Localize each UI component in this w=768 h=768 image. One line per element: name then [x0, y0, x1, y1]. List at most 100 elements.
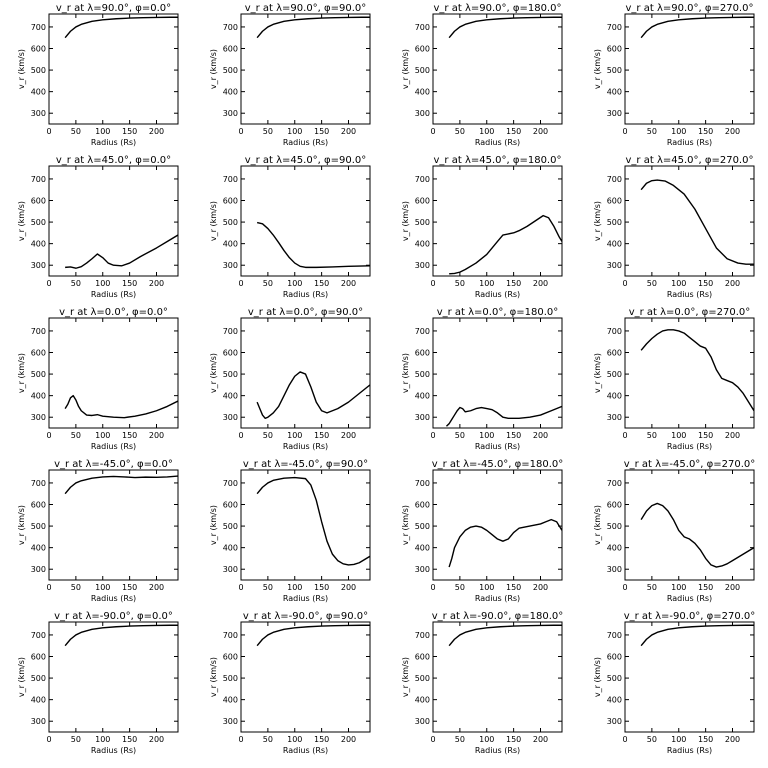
- x-tick-label: 200: [725, 735, 740, 744]
- y-axis-label: v_r (km/s): [209, 657, 218, 697]
- series-line-0: [64, 16, 178, 39]
- subplot-1: v_r at λ=90.0°, φ=90.0° 0 50 100 150 200 300 40…: [209, 3, 371, 147]
- series-line-0: [640, 624, 754, 647]
- subplot-title: v_r at λ=90.0°, φ=0.0°: [56, 3, 171, 14]
- x-tick-label: 100: [671, 735, 686, 744]
- y-tick-label: 400: [223, 240, 238, 249]
- subplot-7: v_r at λ=45.0°, φ=270.0° 0 50 100 150 200 300 4…: [593, 155, 755, 299]
- y-tick-label: 500: [223, 66, 238, 75]
- y-axis-label: v_r (km/s): [17, 49, 26, 89]
- x-tick-label: 200: [533, 279, 548, 288]
- y-tick-label: 500: [607, 218, 622, 227]
- y-axis-label: v_r (km/s): [593, 657, 602, 697]
- y-tick-label: 400: [607, 392, 622, 401]
- y-tick-label: 300: [223, 717, 238, 726]
- x-tick-label: 0: [430, 431, 435, 440]
- x-axis-label: Radius (Rs): [667, 290, 712, 299]
- y-tick-label: 700: [607, 479, 622, 488]
- series-line-0: [256, 221, 370, 269]
- y-tick-label: 600: [31, 349, 46, 358]
- subplot-title: v_r at λ=45.0°, φ=180.0°: [434, 155, 562, 166]
- x-axis-label: Radius (Rs): [91, 746, 136, 755]
- subplot-title: v_r at λ=-45.0°, φ=0.0°: [54, 459, 173, 470]
- y-axis-label: v_r (km/s): [209, 505, 218, 545]
- series-line-0: [640, 502, 754, 568]
- x-tick-label: 150: [122, 127, 137, 136]
- subplot-5: v_r at λ=45.0°, φ=90.0° 0 50 100 150 200 300 40…: [209, 155, 371, 299]
- x-axis-label: Radius (Rs): [283, 138, 328, 147]
- subplot-title: v_r at λ=-45.0°, φ=270.0°: [624, 459, 756, 470]
- x-tick-label: 150: [506, 127, 521, 136]
- plot-frame: [624, 469, 755, 581]
- x-tick-label: 150: [314, 279, 329, 288]
- plot-frame: [624, 165, 755, 277]
- y-tick-label: 300: [607, 109, 622, 118]
- y-tick-label: 300: [607, 565, 622, 574]
- x-tick-label: 50: [455, 127, 465, 136]
- series-line-0: [640, 16, 754, 39]
- x-tick-label: 100: [671, 127, 686, 136]
- y-tick-label: 300: [415, 261, 430, 270]
- y-tick-label: 500: [415, 218, 430, 227]
- x-tick-label: 0: [238, 583, 243, 592]
- x-tick-label: 50: [455, 735, 465, 744]
- x-axis-label: Radius (Rs): [667, 442, 712, 451]
- series-line-0: [256, 624, 370, 647]
- x-tick-label: 150: [698, 735, 713, 744]
- subplot-17: v_r at λ=-90.0°, φ=90.0° 0 50 100 150 200 300 4…: [209, 611, 371, 755]
- y-tick-label: 600: [223, 349, 238, 358]
- x-axis-label: Radius (Rs): [283, 746, 328, 755]
- x-axis-label: Radius (Rs): [475, 746, 520, 755]
- x-tick-label: 50: [71, 127, 81, 136]
- x-tick-label: 50: [455, 431, 465, 440]
- y-tick-label: 300: [223, 413, 238, 422]
- y-tick-label: 600: [31, 653, 46, 662]
- y-tick-label: 400: [31, 544, 46, 553]
- subplot-title: v_r at λ=45.0°, φ=270.0°: [626, 155, 754, 166]
- x-tick-label: 100: [479, 127, 494, 136]
- x-tick-label: 0: [622, 279, 627, 288]
- y-tick-label: 700: [607, 631, 622, 640]
- x-tick-label: 200: [341, 279, 356, 288]
- y-tick-label: 600: [31, 197, 46, 206]
- y-tick-label: 300: [31, 717, 46, 726]
- subplot-9: v_r at λ=0.0°, φ=90.0° 0 50 100 150 200 300 400…: [209, 307, 371, 451]
- series-line-0: [256, 476, 370, 566]
- plot-frame: [432, 317, 563, 429]
- x-tick-label: 50: [647, 583, 657, 592]
- y-tick-label: 500: [415, 522, 430, 531]
- y-axis-label: v_r (km/s): [209, 353, 218, 393]
- x-tick-label: 100: [479, 279, 494, 288]
- x-tick-label: 0: [46, 127, 51, 136]
- y-tick-label: 400: [31, 392, 46, 401]
- y-tick-label: 700: [415, 175, 430, 184]
- y-tick-label: 500: [31, 674, 46, 683]
- x-tick-label: 50: [647, 431, 657, 440]
- x-tick-label: 100: [671, 431, 686, 440]
- subplot-6: v_r at λ=45.0°, φ=180.0° 0 50 100 150 200 300 4…: [401, 155, 563, 299]
- series-line-0: [256, 16, 370, 39]
- y-tick-label: 300: [223, 109, 238, 118]
- y-tick-label: 500: [31, 218, 46, 227]
- plot-frame: [48, 13, 179, 125]
- y-axis-label: v_r (km/s): [593, 353, 602, 393]
- subplot-16: v_r at λ=-90.0°, φ=0.0° 0 50 100 150 200 300 40…: [17, 611, 179, 755]
- x-tick-label: 50: [71, 583, 81, 592]
- y-tick-label: 400: [415, 240, 430, 249]
- x-tick-label: 200: [149, 431, 164, 440]
- subplot-title: v_r at λ=90.0°, φ=90.0°: [245, 3, 367, 14]
- x-tick-label: 100: [479, 431, 494, 440]
- plot-frame: [240, 165, 371, 277]
- x-tick-label: 0: [238, 127, 243, 136]
- x-tick-label: 100: [95, 279, 110, 288]
- plot-frame: [240, 621, 371, 733]
- x-tick-label: 150: [314, 735, 329, 744]
- y-tick-label: 500: [223, 674, 238, 683]
- x-tick-label: 150: [698, 279, 713, 288]
- x-tick-label: 100: [95, 431, 110, 440]
- x-tick-label: 0: [622, 431, 627, 440]
- x-tick-label: 100: [95, 735, 110, 744]
- x-tick-label: 0: [430, 279, 435, 288]
- x-tick-label: 0: [430, 583, 435, 592]
- y-tick-label: 500: [223, 218, 238, 227]
